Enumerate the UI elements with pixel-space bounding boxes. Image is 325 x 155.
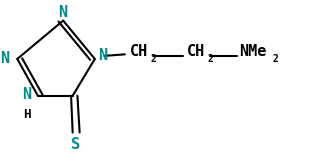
Text: NMe: NMe — [239, 44, 266, 59]
Text: H: H — [23, 108, 31, 121]
Text: N: N — [22, 87, 31, 102]
Text: S: S — [71, 137, 80, 152]
Text: 2: 2 — [272, 54, 278, 64]
Text: N: N — [0, 51, 9, 66]
Text: CH: CH — [187, 44, 205, 59]
Text: N: N — [58, 5, 68, 20]
Text: N: N — [98, 48, 107, 63]
Text: 2: 2 — [207, 54, 213, 64]
Text: 2: 2 — [150, 54, 156, 64]
Text: CH: CH — [130, 44, 148, 59]
